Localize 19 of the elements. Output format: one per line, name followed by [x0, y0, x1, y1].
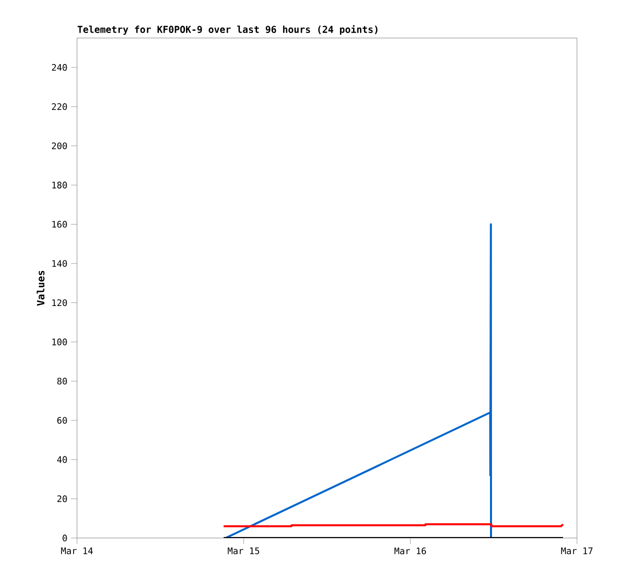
y-tick-label: 140	[52, 260, 67, 267]
x-tick-label: Mar 15	[228, 548, 260, 554]
y-tick-label: 220	[52, 103, 67, 110]
y-tick-label: 160	[52, 220, 67, 228]
y-tick-label: 240	[52, 64, 67, 71]
y-axis-title: Values	[36, 270, 44, 306]
y-tick-label: 120	[52, 299, 67, 306]
y-tick-label: 100	[52, 338, 67, 346]
x-tick-label: Mar 17	[561, 548, 593, 554]
chart-title: Telemetry for KF0POK-9 over last 96 hours (24 points)	[78, 25, 378, 35]
y-tick-label: 40	[57, 456, 67, 463]
y-tick-label: 60	[57, 416, 67, 424]
y-tick-label: 20	[57, 495, 67, 502]
y-tick-label: 180	[52, 182, 67, 188]
y-tick-label: 200	[52, 142, 67, 150]
x-tick-label: Mar 14	[61, 548, 93, 554]
x-tick-label: Mar 16	[394, 548, 426, 554]
y-tick-label: 80	[57, 378, 67, 385]
y-tick-label: 0	[62, 534, 67, 542]
